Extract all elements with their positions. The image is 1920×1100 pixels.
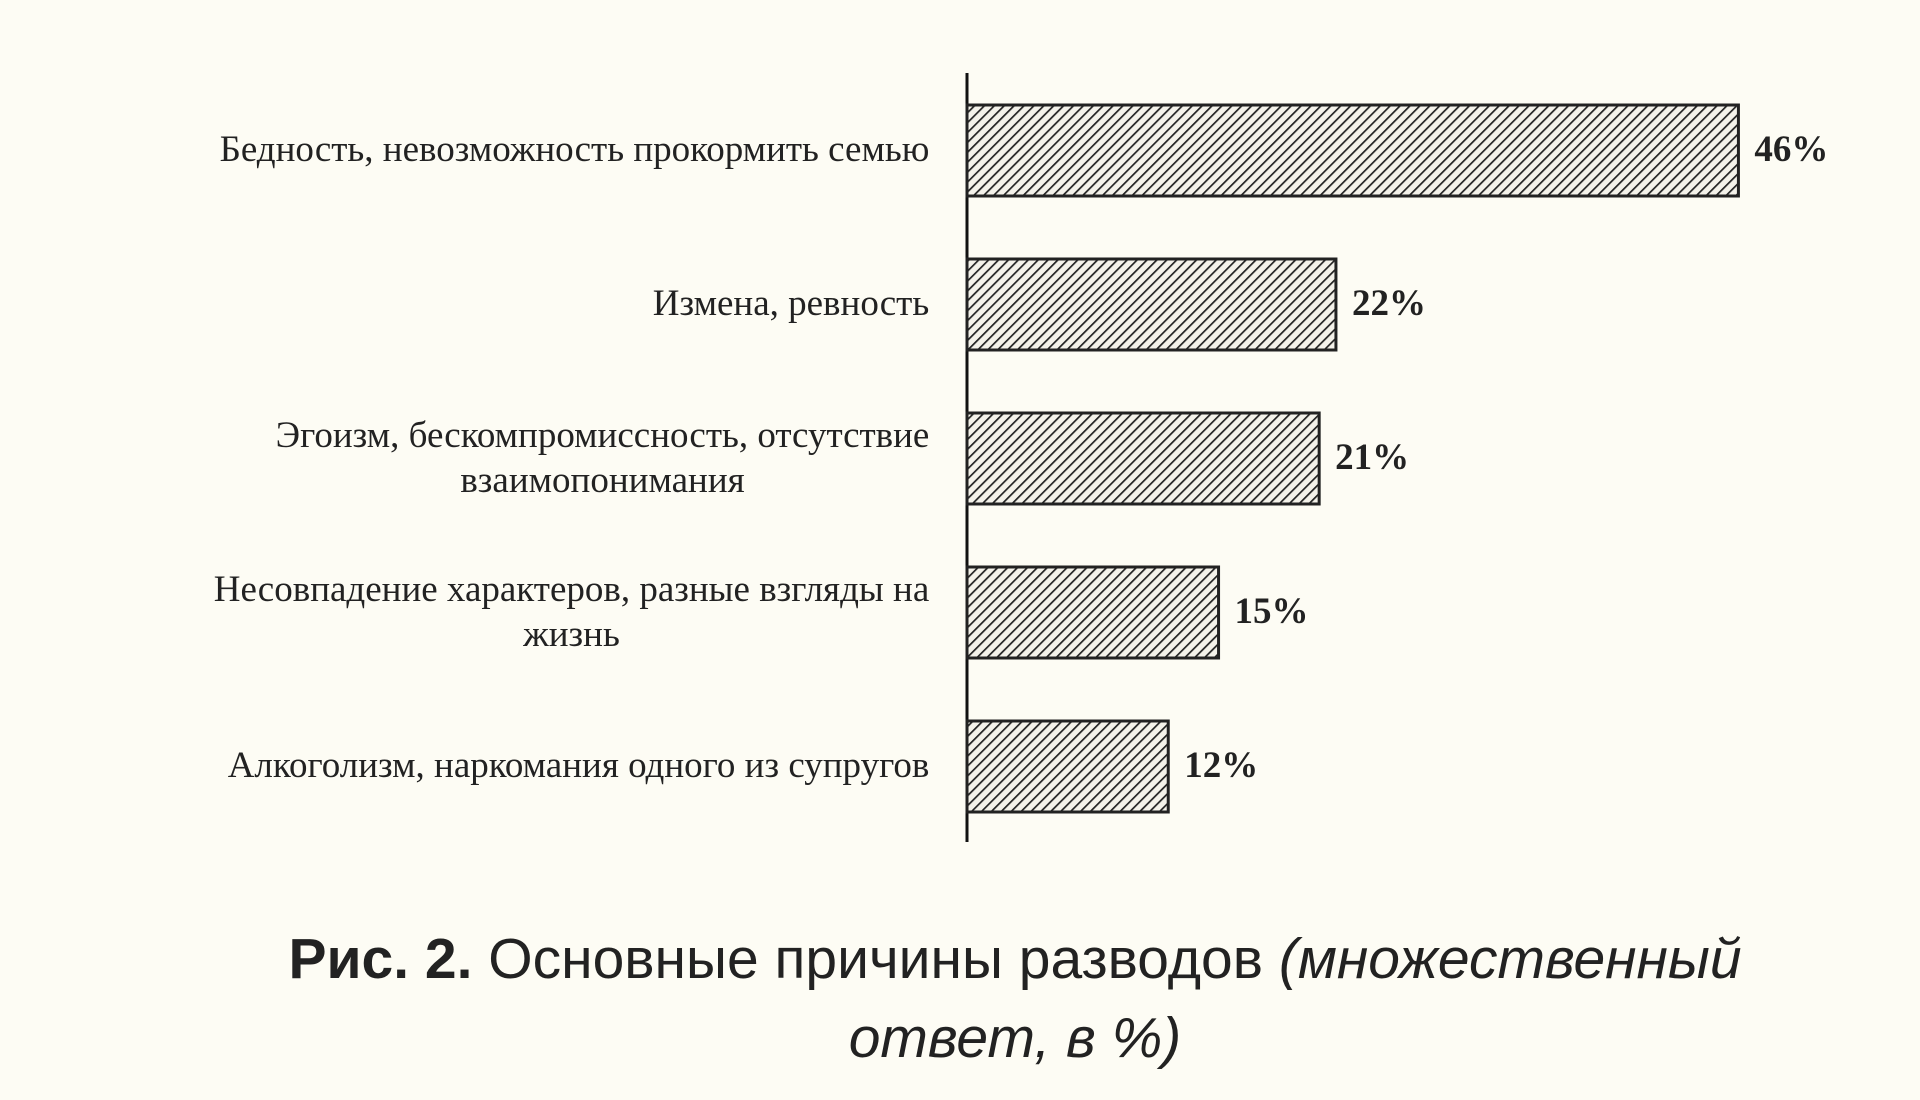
chart: 46% 22% 21% 15% 12% [965,73,1828,842]
caption-label: Рис. 2. [288,927,473,991]
value-label: 46% [1754,129,1828,170]
bar [965,257,1338,352]
value-label: 15% [1235,591,1309,632]
bar [965,719,1170,814]
category-label: Алкоголизм, наркомания одного из супруго… [227,745,930,787]
category-label: Эгоизм, бескомпромиссность, отсутствие в… [275,415,930,501]
category-label-box: Бедность, невозможность прокормить семью [100,85,930,216]
caption-text: Основные причины разводов [488,927,1263,991]
category-label: Бедность, невозможность прокормить семью [219,129,930,171]
caption: Рис. 2. Основные причины разводов (множе… [190,920,1840,1077]
value-label: 12% [1184,745,1258,786]
category-label-box: Измена, ревность [100,239,930,370]
bar [965,103,1740,198]
category-label: Измена, ревность [652,283,930,325]
bar [965,565,1221,660]
category-label-box: Несовпадение характеров, разные взгляды … [100,547,930,678]
category-label: Несовпадение характеров, разные взгляды … [213,569,930,655]
caption-note: (множественный ответ, в %) [848,927,1742,1070]
category-label-box: Эгоизм, бескомпромиссность, отсутствие в… [100,393,930,524]
value-label: 22% [1352,283,1426,324]
bar [965,411,1321,506]
category-label-box: Алкоголизм, наркомания одного из супруго… [100,701,930,832]
value-label: 21% [1335,437,1409,478]
